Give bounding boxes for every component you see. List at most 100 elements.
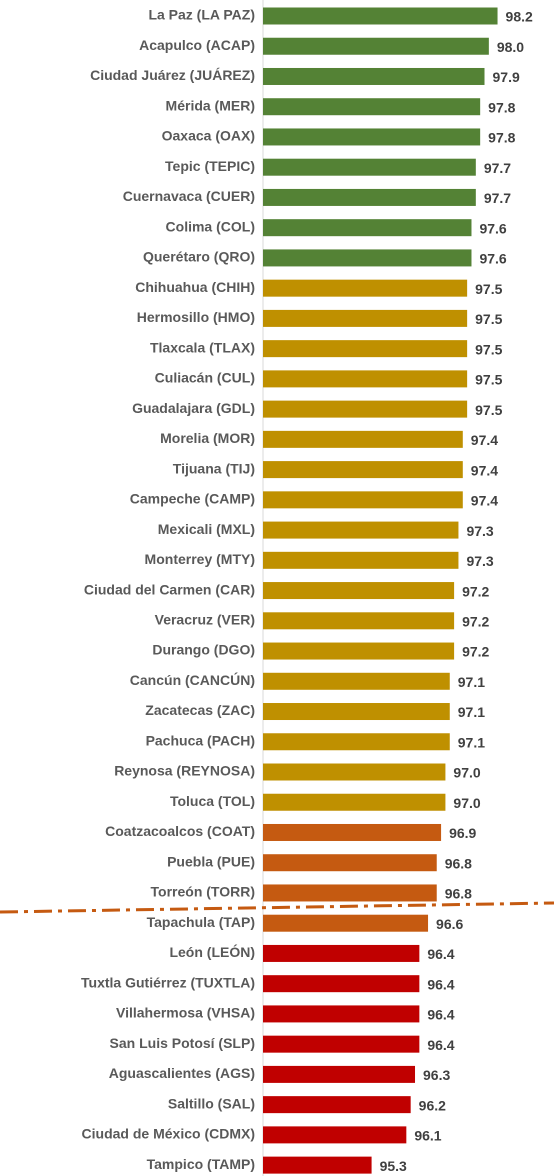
value-label: 97.0 — [453, 795, 480, 811]
value-label: 97.3 — [466, 523, 493, 539]
value-label: 97.5 — [475, 372, 502, 388]
bar — [263, 823, 442, 841]
value-label: 98.0 — [497, 39, 524, 55]
value-label: 97.3 — [466, 553, 493, 569]
bar — [263, 703, 450, 721]
value-label: 96.3 — [423, 1067, 450, 1083]
value-label: 96.8 — [445, 855, 472, 871]
category-label: Monterrey (MTY) — [145, 551, 255, 567]
value-label: 97.8 — [488, 99, 515, 115]
value-label: 97.2 — [462, 614, 489, 630]
bar — [263, 37, 489, 55]
value-label: 97.6 — [479, 220, 506, 236]
bar — [263, 1005, 420, 1023]
category-label: Toluca (TOL) — [170, 793, 255, 809]
bar — [263, 793, 446, 811]
category-label: Durango (DGO) — [152, 642, 255, 658]
category-label: Tapachula (TAP) — [147, 914, 255, 930]
value-label: 97.8 — [488, 130, 515, 146]
bar — [263, 1035, 420, 1053]
category-label: Ciudad Juárez (JUÁREZ) — [90, 67, 255, 83]
category-label: La Paz (LA PAZ) — [148, 7, 255, 23]
value-label: 97.1 — [458, 674, 485, 690]
category-label: Reynosa (REYNOSA) — [114, 763, 255, 779]
value-label: 96.4 — [427, 1037, 454, 1053]
bar — [263, 98, 481, 116]
category-label: Ciudad de México (CDMX) — [82, 1126, 255, 1142]
bar — [263, 1156, 372, 1174]
bar — [263, 944, 420, 962]
value-label: 97.5 — [475, 311, 502, 327]
bar — [263, 1096, 411, 1114]
value-label: 97.7 — [484, 190, 511, 206]
value-label: 97.2 — [462, 583, 489, 599]
value-label: 96.2 — [419, 1097, 446, 1113]
category-label: Campeche (CAMP) — [130, 491, 255, 507]
bar — [263, 914, 429, 932]
value-label: 97.4 — [471, 493, 498, 509]
bar — [263, 763, 446, 781]
category-label: Tampico (TAMP) — [147, 1156, 255, 1172]
bar — [263, 582, 455, 600]
value-label: 97.5 — [475, 402, 502, 418]
bar — [263, 733, 450, 751]
category-label: Tuxtla Gutiérrez (TUXTLA) — [81, 974, 255, 990]
value-label: 97.6 — [479, 251, 506, 267]
value-label: 96.6 — [436, 916, 463, 932]
bar — [263, 7, 498, 25]
threshold-line — [0, 901, 554, 914]
category-label: Culiacán (CUL) — [155, 370, 255, 386]
value-label: 95.3 — [380, 1158, 407, 1174]
category-label: León (LEÓN) — [169, 943, 255, 960]
bar — [263, 430, 463, 448]
category-label: Morelia (MOR) — [160, 430, 255, 446]
bar — [263, 158, 476, 176]
category-label: San Luis Potosí (SLP) — [110, 1035, 255, 1051]
bar — [263, 551, 459, 569]
bar — [263, 854, 437, 872]
bar — [263, 1126, 407, 1144]
category-label: Tlaxcala (TLAX) — [150, 339, 255, 355]
category-label: Coatzacoalcos (COAT) — [105, 823, 255, 839]
category-label: Ciudad del Carmen (CAR) — [84, 581, 255, 597]
bar — [263, 1065, 416, 1083]
bar — [263, 400, 468, 418]
category-label: Mérida (MER) — [166, 97, 255, 113]
category-label: Hermosillo (HMO) — [137, 309, 255, 325]
category-label: Puebla (PUE) — [167, 853, 255, 869]
bar — [263, 521, 459, 539]
category-label: Cuernavaca (CUER) — [123, 188, 255, 204]
bar — [263, 309, 468, 327]
value-label: 97.4 — [471, 432, 498, 448]
bar — [263, 461, 463, 479]
value-label: 96.1 — [414, 1128, 441, 1144]
category-label: Guadalajara (GDL) — [132, 400, 255, 416]
value-label: 97.5 — [475, 281, 502, 297]
value-label: 96.9 — [449, 825, 476, 841]
category-label: Torreón (TORR) — [151, 884, 255, 900]
value-label: 96.4 — [427, 976, 454, 992]
category-label: Oaxaca (OAX) — [162, 128, 255, 144]
value-label: 97.9 — [493, 69, 520, 85]
category-label: Tepic (TEPIC) — [165, 158, 255, 174]
value-label: 97.0 — [453, 765, 480, 781]
value-label: 97.5 — [475, 341, 502, 357]
bar — [263, 219, 472, 237]
bar — [263, 642, 455, 660]
category-label: Querétaro (QRO) — [143, 249, 255, 265]
bar — [263, 884, 437, 902]
bar — [263, 612, 455, 630]
category-label: Aguascalientes (AGS) — [109, 1065, 255, 1081]
bar — [263, 491, 463, 509]
category-label: Mexicali (MXL) — [158, 521, 255, 537]
value-label: 96.4 — [427, 946, 454, 962]
bar — [263, 672, 450, 690]
category-label: Pachuca (PACH) — [146, 732, 255, 748]
category-label: Colima (COL) — [166, 218, 255, 234]
category-label: Acapulco (ACAP) — [139, 37, 255, 53]
category-label: Villahermosa (VHSA) — [116, 1005, 255, 1021]
bar — [263, 279, 468, 297]
bar — [263, 249, 472, 267]
value-label: 97.7 — [484, 160, 511, 176]
